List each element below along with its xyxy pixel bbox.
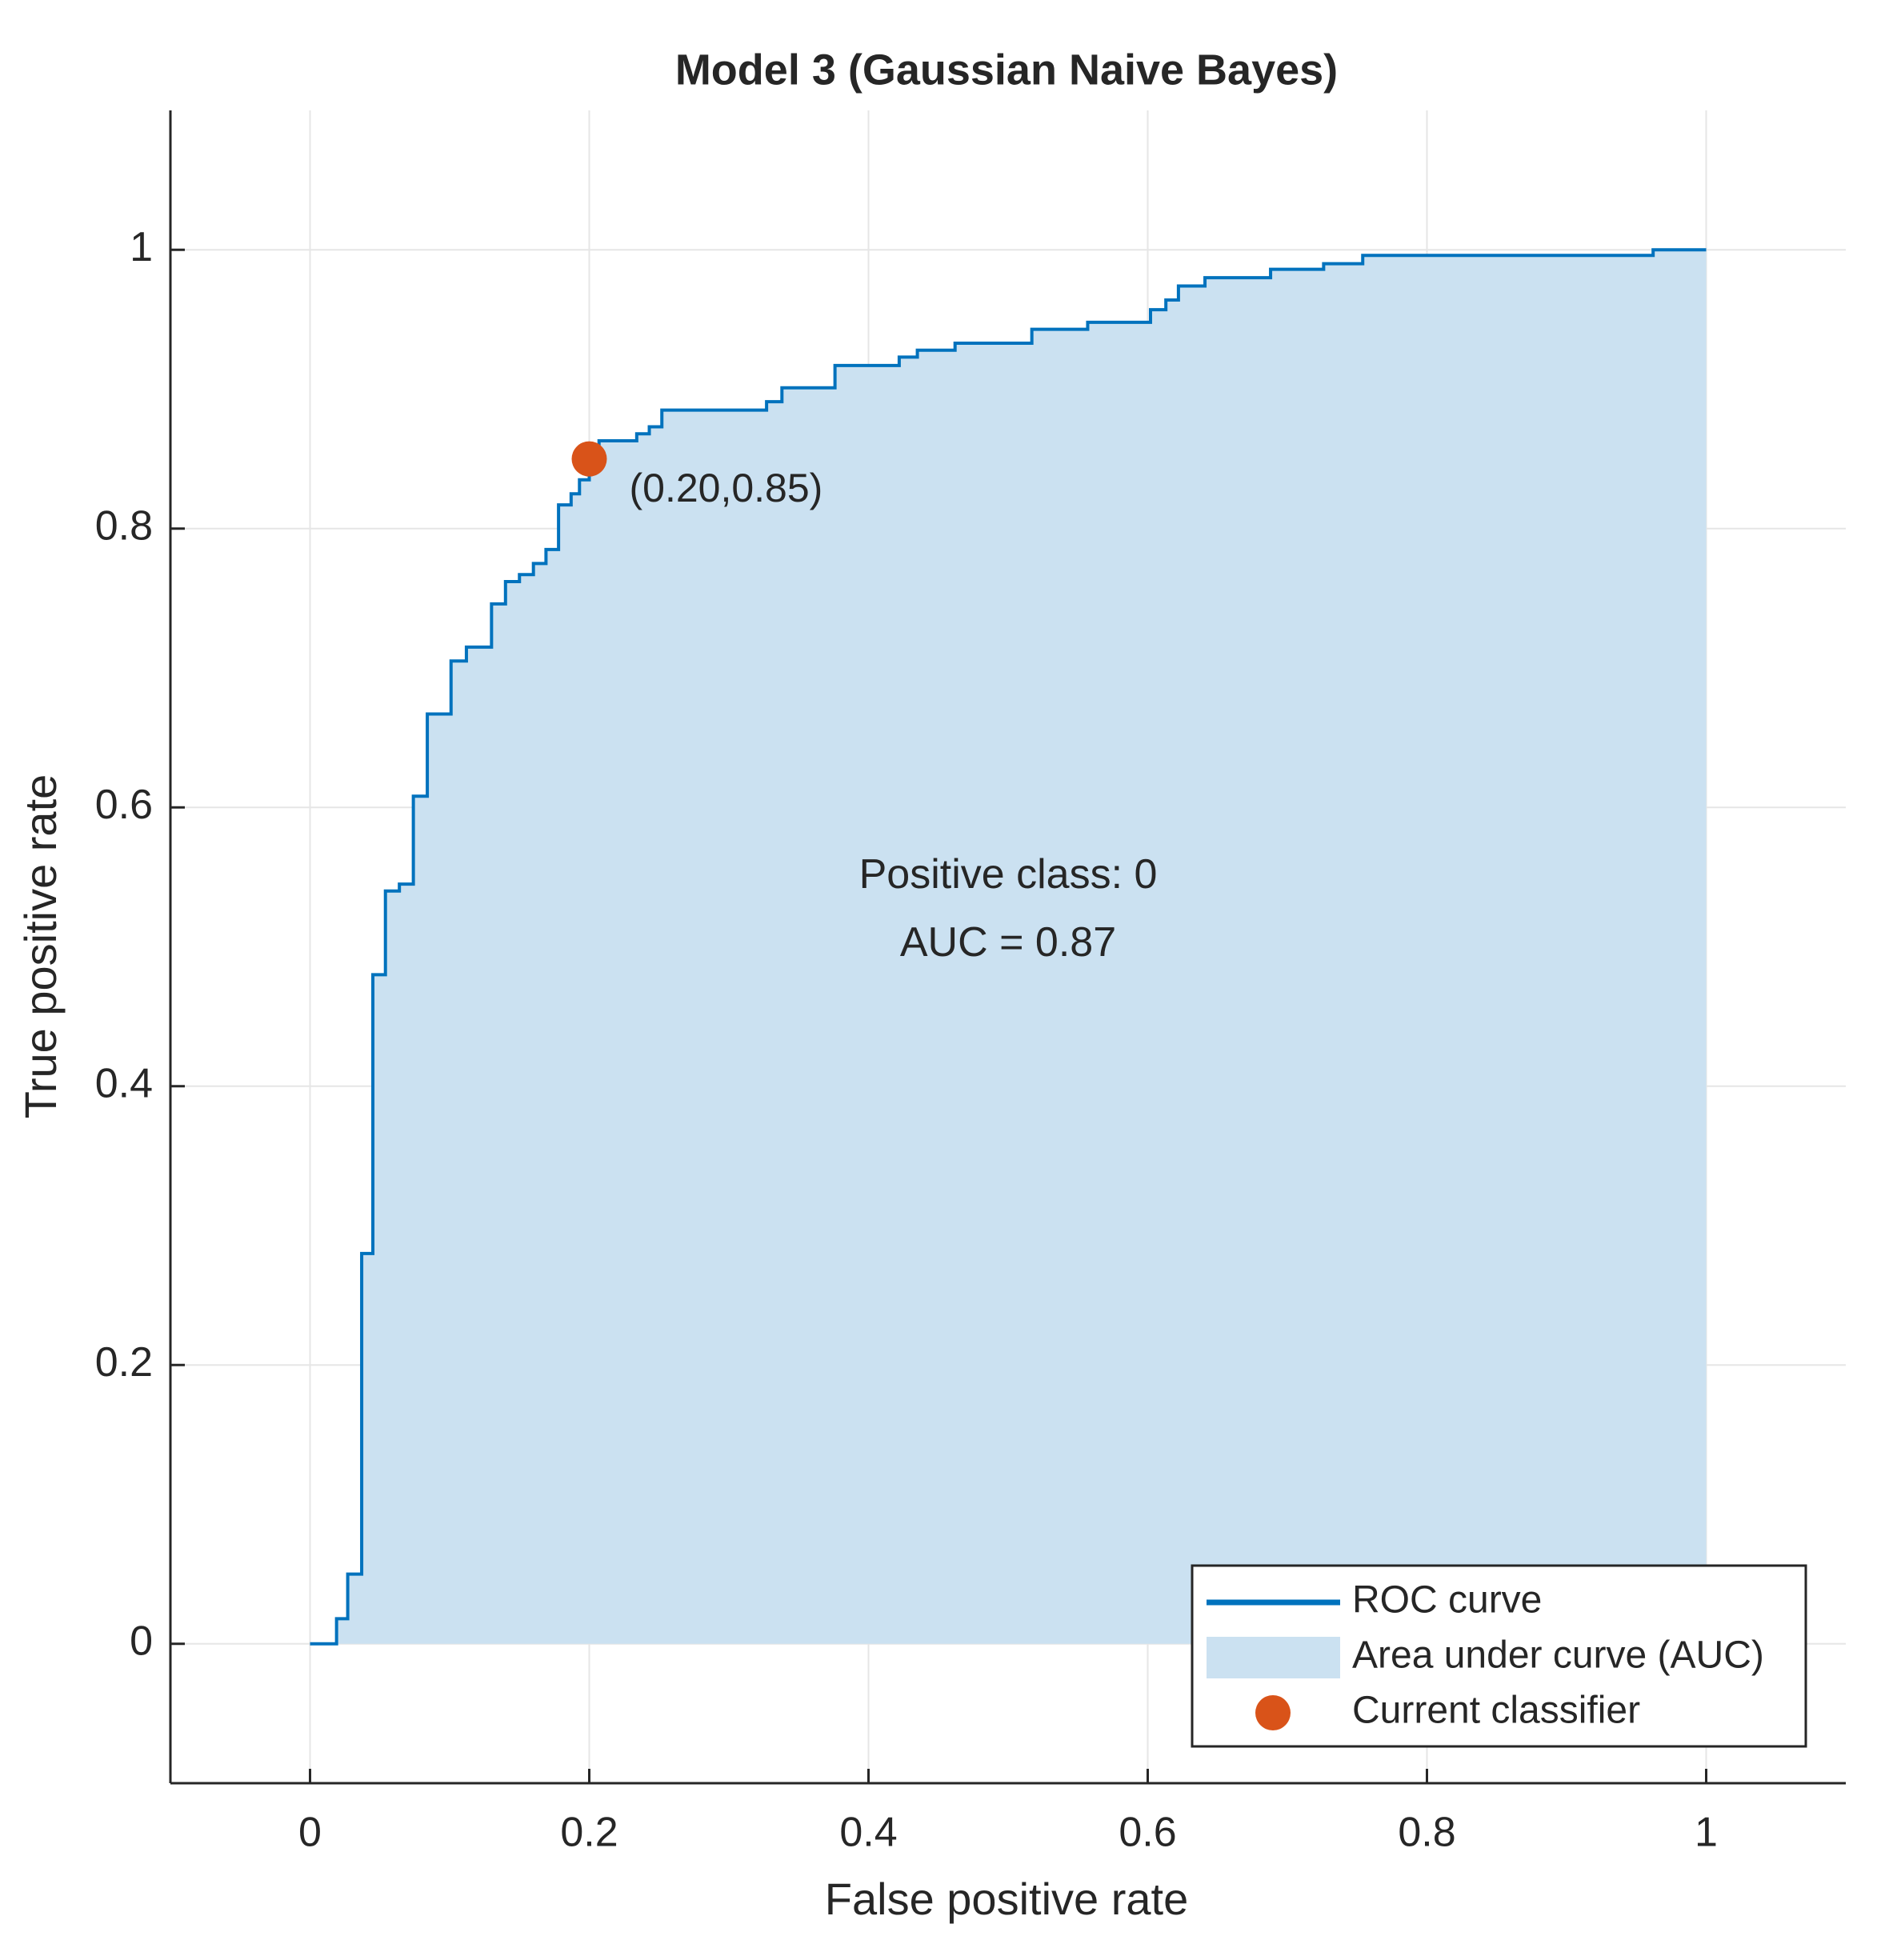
x-tick-label: 1: [1695, 1810, 1718, 1856]
legend: ROC curve Area under curve (AUC) Current c…: [1191, 1564, 1807, 1748]
chart-title: Model 3 (Gaussian Naive Bayes): [675, 46, 1338, 94]
y-tick-label: 0.8: [95, 502, 153, 549]
annotation: AUC = 0.87: [900, 919, 1116, 966]
y-tick-label: 0.6: [95, 782, 153, 828]
x-tick-label: 0.4: [839, 1810, 897, 1856]
annotation: Positive class: 0: [859, 851, 1158, 898]
legend-label: Current classifier: [1352, 1690, 1640, 1732]
classifier-point: [571, 441, 607, 477]
auc-area: [310, 250, 1707, 1644]
y-tick-label: 1: [130, 224, 153, 270]
x-tick-label: 0.6: [1119, 1810, 1176, 1856]
legend-label: Area under curve (AUC): [1352, 1634, 1764, 1677]
x-tick-label: 0.8: [1398, 1810, 1455, 1856]
y-axis-label: True positive rate: [15, 774, 66, 1119]
legend-swatch: [1207, 1637, 1340, 1678]
x-tick-label: 0.2: [560, 1810, 618, 1856]
legend-marker: [1255, 1695, 1291, 1730]
x-tick-label: 0: [298, 1810, 322, 1856]
y-tick-label: 0.2: [95, 1339, 153, 1386]
legend-label: ROC curve: [1352, 1579, 1542, 1622]
y-tick-label: 0: [130, 1618, 153, 1664]
y-tick-label: 0.4: [95, 1060, 153, 1106]
classifier-label: (0.20,0.85): [630, 466, 823, 510]
x-axis-label: False positive rate: [825, 1874, 1188, 1924]
